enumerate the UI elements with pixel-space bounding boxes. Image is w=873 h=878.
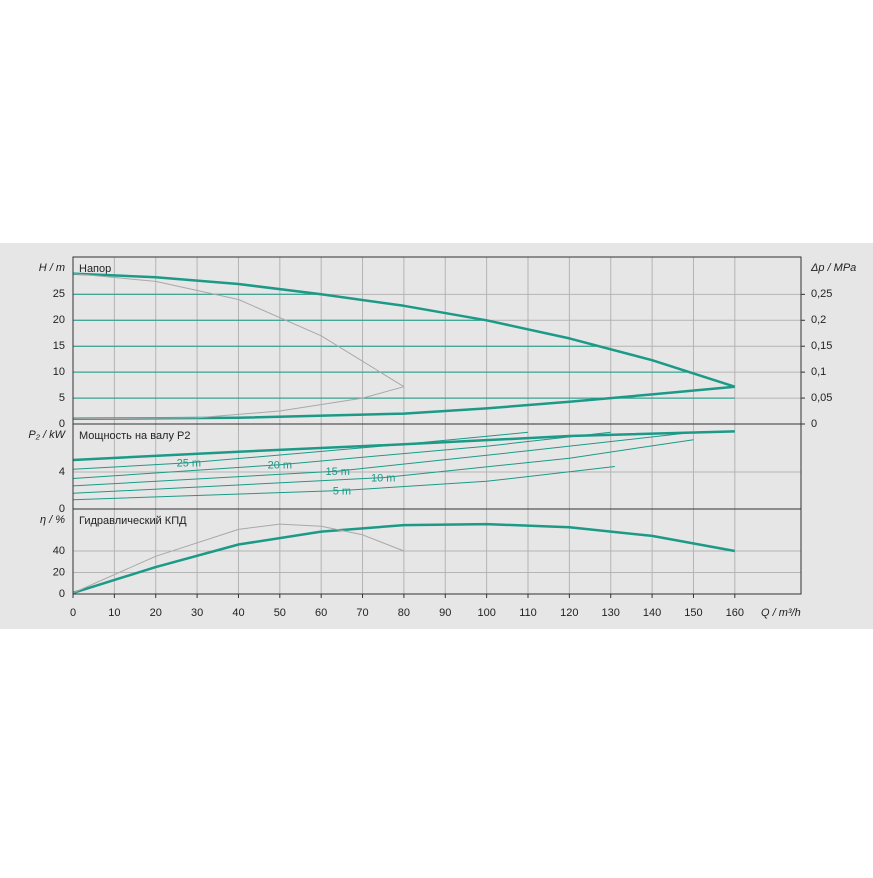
x-tick-label: 40 (232, 607, 244, 619)
plot-frame (72, 508, 802, 595)
y-tick-label: 0 (59, 503, 65, 515)
y-tick-label: 20 (53, 566, 65, 578)
x-tick-label: 90 (439, 607, 451, 619)
x-tick-label: 120 (560, 607, 578, 619)
curve (72, 385, 735, 421)
y-tick-label: 40 (53, 545, 65, 557)
y2-tick-label: 0,25 (811, 288, 832, 300)
y-tick-label: 0 (59, 588, 65, 600)
x-tick-label: 80 (398, 607, 410, 619)
curve (72, 273, 405, 388)
y2-tick-label: 0,15 (811, 340, 832, 352)
curve (72, 431, 694, 487)
x-tick-label: 110 (519, 607, 537, 619)
curve-label: 10 m (371, 472, 395, 484)
x-tick-label: 0 (70, 607, 76, 619)
y-tick-label: 20 (53, 314, 65, 326)
curve (72, 439, 694, 494)
x-tick-label: 30 (191, 607, 203, 619)
y-tick-label: 5 (59, 392, 65, 404)
y-tick-label: 0 (59, 418, 65, 430)
y-tick-label: 15 (53, 340, 65, 352)
plot-area (73, 509, 801, 594)
y2-tick-label: 0 (811, 418, 817, 430)
x-tick-label: 20 (150, 607, 162, 619)
y-tick-label: 10 (53, 366, 65, 378)
y-axis-label: P₂ / kW (28, 429, 66, 441)
curve (72, 523, 405, 594)
x-tick-label: 100 (477, 607, 495, 619)
plot-area (73, 424, 801, 509)
curve (72, 431, 611, 479)
curve (72, 466, 615, 501)
x-tick-label: 60 (315, 607, 327, 619)
curve (72, 272, 736, 388)
y2-tick-label: 0,2 (811, 314, 826, 326)
x-tick-label: 140 (643, 607, 661, 619)
curve (72, 431, 529, 470)
x-tick-label: 150 (684, 607, 702, 619)
y2-axis-label: Δp / MPa (810, 262, 856, 274)
y-axis-label: H / m (39, 262, 65, 274)
curve-label: 5 m (333, 485, 351, 497)
y2-tick-label: 0,05 (811, 392, 832, 404)
x-axis-label: Q / m³/h (761, 607, 801, 619)
curve-label: 25 m (177, 458, 201, 470)
x-tick-label: 10 (108, 607, 120, 619)
y2-tick-label: 0,1 (811, 366, 826, 378)
curve (72, 522, 736, 595)
x-tick-label: 160 (726, 607, 744, 619)
curve-label: 20 m (268, 460, 292, 472)
y-tick-label: 4 (59, 466, 65, 478)
curve-label: 15 m (325, 466, 349, 478)
panel-title: Напор (79, 263, 111, 275)
y-axis-label: η / % (40, 514, 65, 526)
x-tick-label: 70 (356, 607, 368, 619)
curve (72, 386, 405, 420)
y-tick-label: 25 (53, 288, 65, 300)
plot-area (73, 257, 801, 424)
x-tick-label: 130 (602, 607, 620, 619)
panel-title: Мощность на валу P2 (79, 430, 191, 442)
x-tick-label: 50 (274, 607, 286, 619)
panel-title: Гидравлический КПД (79, 515, 187, 527)
